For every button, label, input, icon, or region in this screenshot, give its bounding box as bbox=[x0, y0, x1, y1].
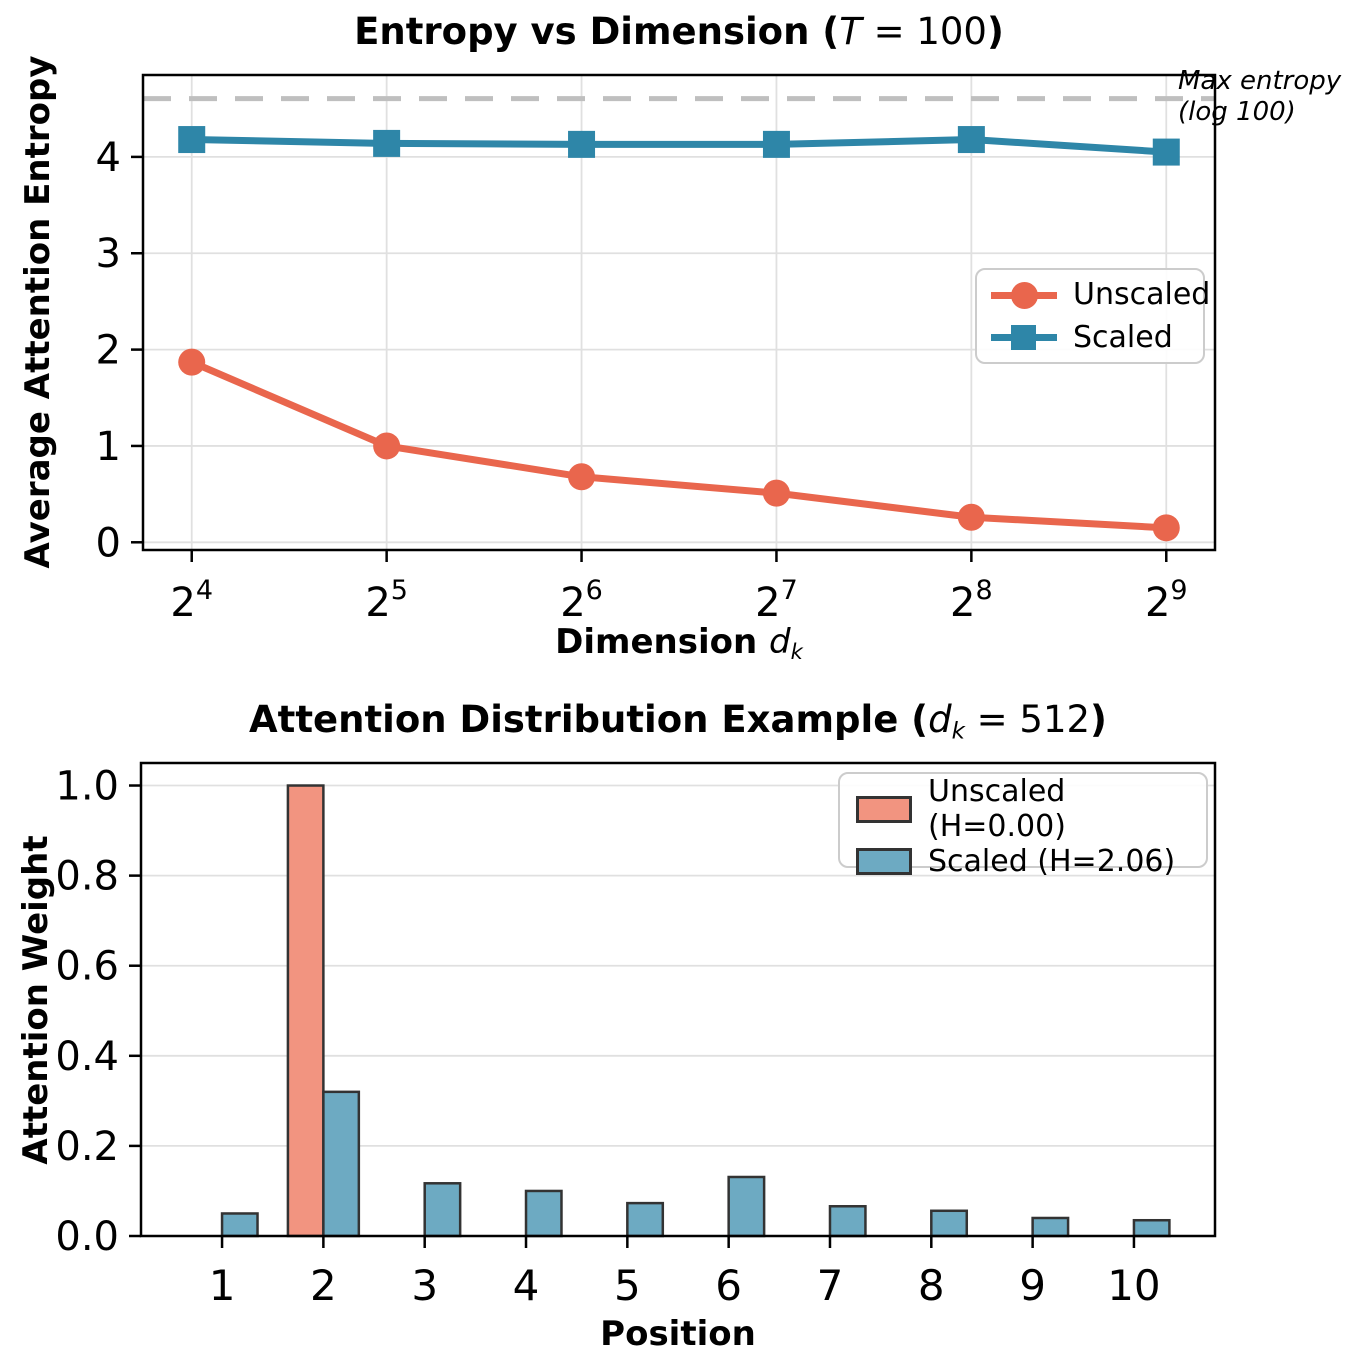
bar-scaled-pos10 bbox=[1132, 1218, 1171, 1238]
top-series bbox=[178, 126, 1180, 542]
bottom-x-tick-label: 9 bbox=[1019, 1261, 1046, 1310]
bottom-x-tick-label: 10 bbox=[1107, 1261, 1160, 1310]
bottom-x-tick-label: 3 bbox=[411, 1261, 438, 1310]
bar-unscaled-pos2 bbox=[286, 784, 325, 1238]
unscaled-patch-icon bbox=[856, 795, 912, 823]
top-legend: Unscaled Scaled bbox=[975, 268, 1210, 364]
circle-marker-icon bbox=[1152, 514, 1180, 542]
bottom-title-mid: = 512 bbox=[964, 698, 1091, 741]
bottom-plot-border bbox=[139, 761, 1217, 1238]
bottom-ticks: 1 2 3 4 5 6 7 8 9 10 0.0 0.2 0.4 0.6 0.8 1.0 bbox=[55, 764, 1160, 1310]
bottom-y-tick-label: 0.6 bbox=[55, 944, 119, 990]
bottom-legend: Unscaled (H=0.00) Scaled (H=2.06) bbox=[838, 772, 1208, 879]
bar-scaled-pos1 bbox=[220, 1212, 259, 1238]
bottom-y-tick-label: 0.2 bbox=[55, 1124, 119, 1170]
bottom-y-tick-label: 0.8 bbox=[55, 854, 119, 900]
bottom-x-tick-label: 8 bbox=[918, 1261, 945, 1310]
bar-scaled-pos9 bbox=[1031, 1216, 1070, 1238]
top-legend-item-scaled: Scaled bbox=[991, 320, 1203, 355]
circle-marker-icon bbox=[1011, 281, 1038, 309]
bottom-x-tick-label: 6 bbox=[715, 1261, 742, 1310]
top-title-suffix: ) bbox=[986, 10, 1004, 53]
top-x-tick-label: 27 bbox=[755, 575, 798, 626]
top-legend-label-scaled: Scaled bbox=[1073, 319, 1173, 355]
top-chart-title: Entropy vs Dimension (T = 100) bbox=[143, 10, 1215, 53]
annotation-line1: Max entropy bbox=[1178, 66, 1342, 96]
bottom-ylabel: Attention Weight bbox=[16, 835, 56, 1165]
top-legend-item-unscaled: Unscaled bbox=[991, 277, 1210, 312]
bottom-bars bbox=[220, 784, 1171, 1238]
bottom-y-tick-label: 0.0 bbox=[55, 1214, 119, 1260]
scaled-patch-icon bbox=[856, 848, 912, 875]
bottom-title-var: d bbox=[928, 698, 952, 741]
bar-scaled-pos2 bbox=[322, 1090, 361, 1238]
top-line-scaled bbox=[191, 136, 1167, 156]
bottom-x-tick-label: 5 bbox=[614, 1261, 641, 1310]
bottom-title-sub: k bbox=[951, 718, 965, 745]
bar-scaled-pos5 bbox=[626, 1201, 665, 1238]
top-plot-border bbox=[141, 73, 1217, 552]
bottom-y-tick-label: 0.4 bbox=[55, 1034, 119, 1080]
bottom-xlabel: Position bbox=[600, 1314, 756, 1354]
bar-scaled-pos6 bbox=[727, 1175, 766, 1238]
max-entropy-annotation: Max entropy (log 100) bbox=[1178, 66, 1341, 127]
top-legend-label-unscaled: Unscaled bbox=[1073, 277, 1211, 313]
square-marker-icon bbox=[1152, 138, 1180, 166]
scaled-line-swatch bbox=[991, 322, 1057, 352]
bottom-legend-label-unscaled: Unscaled (H=0.00) bbox=[928, 774, 1066, 844]
top-x-tick-label: 24 bbox=[170, 575, 213, 626]
bottom-y-tick-label: 1.0 bbox=[55, 764, 119, 810]
bottom-x-tick-label: 2 bbox=[310, 1261, 337, 1310]
top-y-tick-label: 0 bbox=[96, 520, 121, 566]
circle-marker-icon bbox=[178, 348, 206, 376]
top-y-tick-label: 3 bbox=[96, 231, 121, 277]
bottom-x-tick-label: 1 bbox=[209, 1261, 236, 1310]
circle-marker-icon bbox=[373, 432, 401, 460]
unscaled-line-swatch bbox=[991, 280, 1057, 310]
bar-scaled-pos4 bbox=[524, 1189, 563, 1238]
bottom-legend-label-scaled: Scaled (H=2.06) bbox=[928, 844, 1176, 879]
top-y-tick-label: 2 bbox=[96, 328, 121, 374]
square-marker-icon bbox=[373, 129, 401, 157]
square-marker-icon bbox=[568, 130, 596, 158]
top-line-unscaled bbox=[190, 358, 1167, 532]
square-marker-icon bbox=[178, 126, 206, 154]
bottom-title-suffix: ) bbox=[1090, 698, 1107, 741]
bar-scaled-pos3 bbox=[423, 1182, 462, 1238]
bottom-chart-title: Attention Distribution Example (dk = 512… bbox=[141, 698, 1215, 744]
square-marker-icon bbox=[957, 126, 985, 154]
top-title-prefix: Entropy vs Dimension ( bbox=[354, 10, 840, 53]
square-marker-icon bbox=[1011, 325, 1036, 351]
top-ticks: 24 25 26 27 28 29 0 1 2 3 4 bbox=[96, 135, 1188, 626]
top-y-tick-label: 1 bbox=[96, 424, 121, 470]
bottom-x-tick-label: 4 bbox=[513, 1261, 540, 1310]
top-x-tick-label: 26 bbox=[560, 575, 603, 626]
top-xlabel-sub: k bbox=[790, 638, 803, 664]
top-title-var: T bbox=[839, 10, 862, 53]
bottom-legend-item-unscaled: Unscaled (H=0.00) bbox=[856, 774, 1206, 844]
top-ylabel: Average Attention Entropy bbox=[18, 55, 58, 569]
top-title-mid: = 100 bbox=[861, 10, 987, 53]
top-xlabel-prefix: Dimension bbox=[555, 622, 770, 662]
bottom-x-tick-label: 7 bbox=[817, 1261, 844, 1310]
annotation-line2: (log 100) bbox=[1178, 96, 1296, 127]
top-xlabel-var: d bbox=[769, 622, 791, 662]
top-x-tick-label: 28 bbox=[950, 575, 993, 626]
bottom-title-prefix: Attention Distribution Example ( bbox=[249, 698, 929, 741]
circle-marker-icon bbox=[957, 503, 985, 531]
top-xlabel: Dimension dk bbox=[143, 622, 1215, 664]
top-x-tick-label: 29 bbox=[1145, 575, 1188, 626]
bar-scaled-pos8 bbox=[930, 1209, 969, 1238]
bar-scaled-pos7 bbox=[828, 1205, 867, 1238]
circle-marker-icon bbox=[762, 479, 790, 507]
circle-marker-icon bbox=[568, 463, 596, 491]
bottom-legend-item-scaled: Scaled (H=2.06) bbox=[856, 844, 1206, 879]
top-y-tick-label: 4 bbox=[96, 135, 121, 181]
top-x-tick-label: 25 bbox=[365, 575, 408, 626]
square-marker-icon bbox=[762, 130, 790, 158]
